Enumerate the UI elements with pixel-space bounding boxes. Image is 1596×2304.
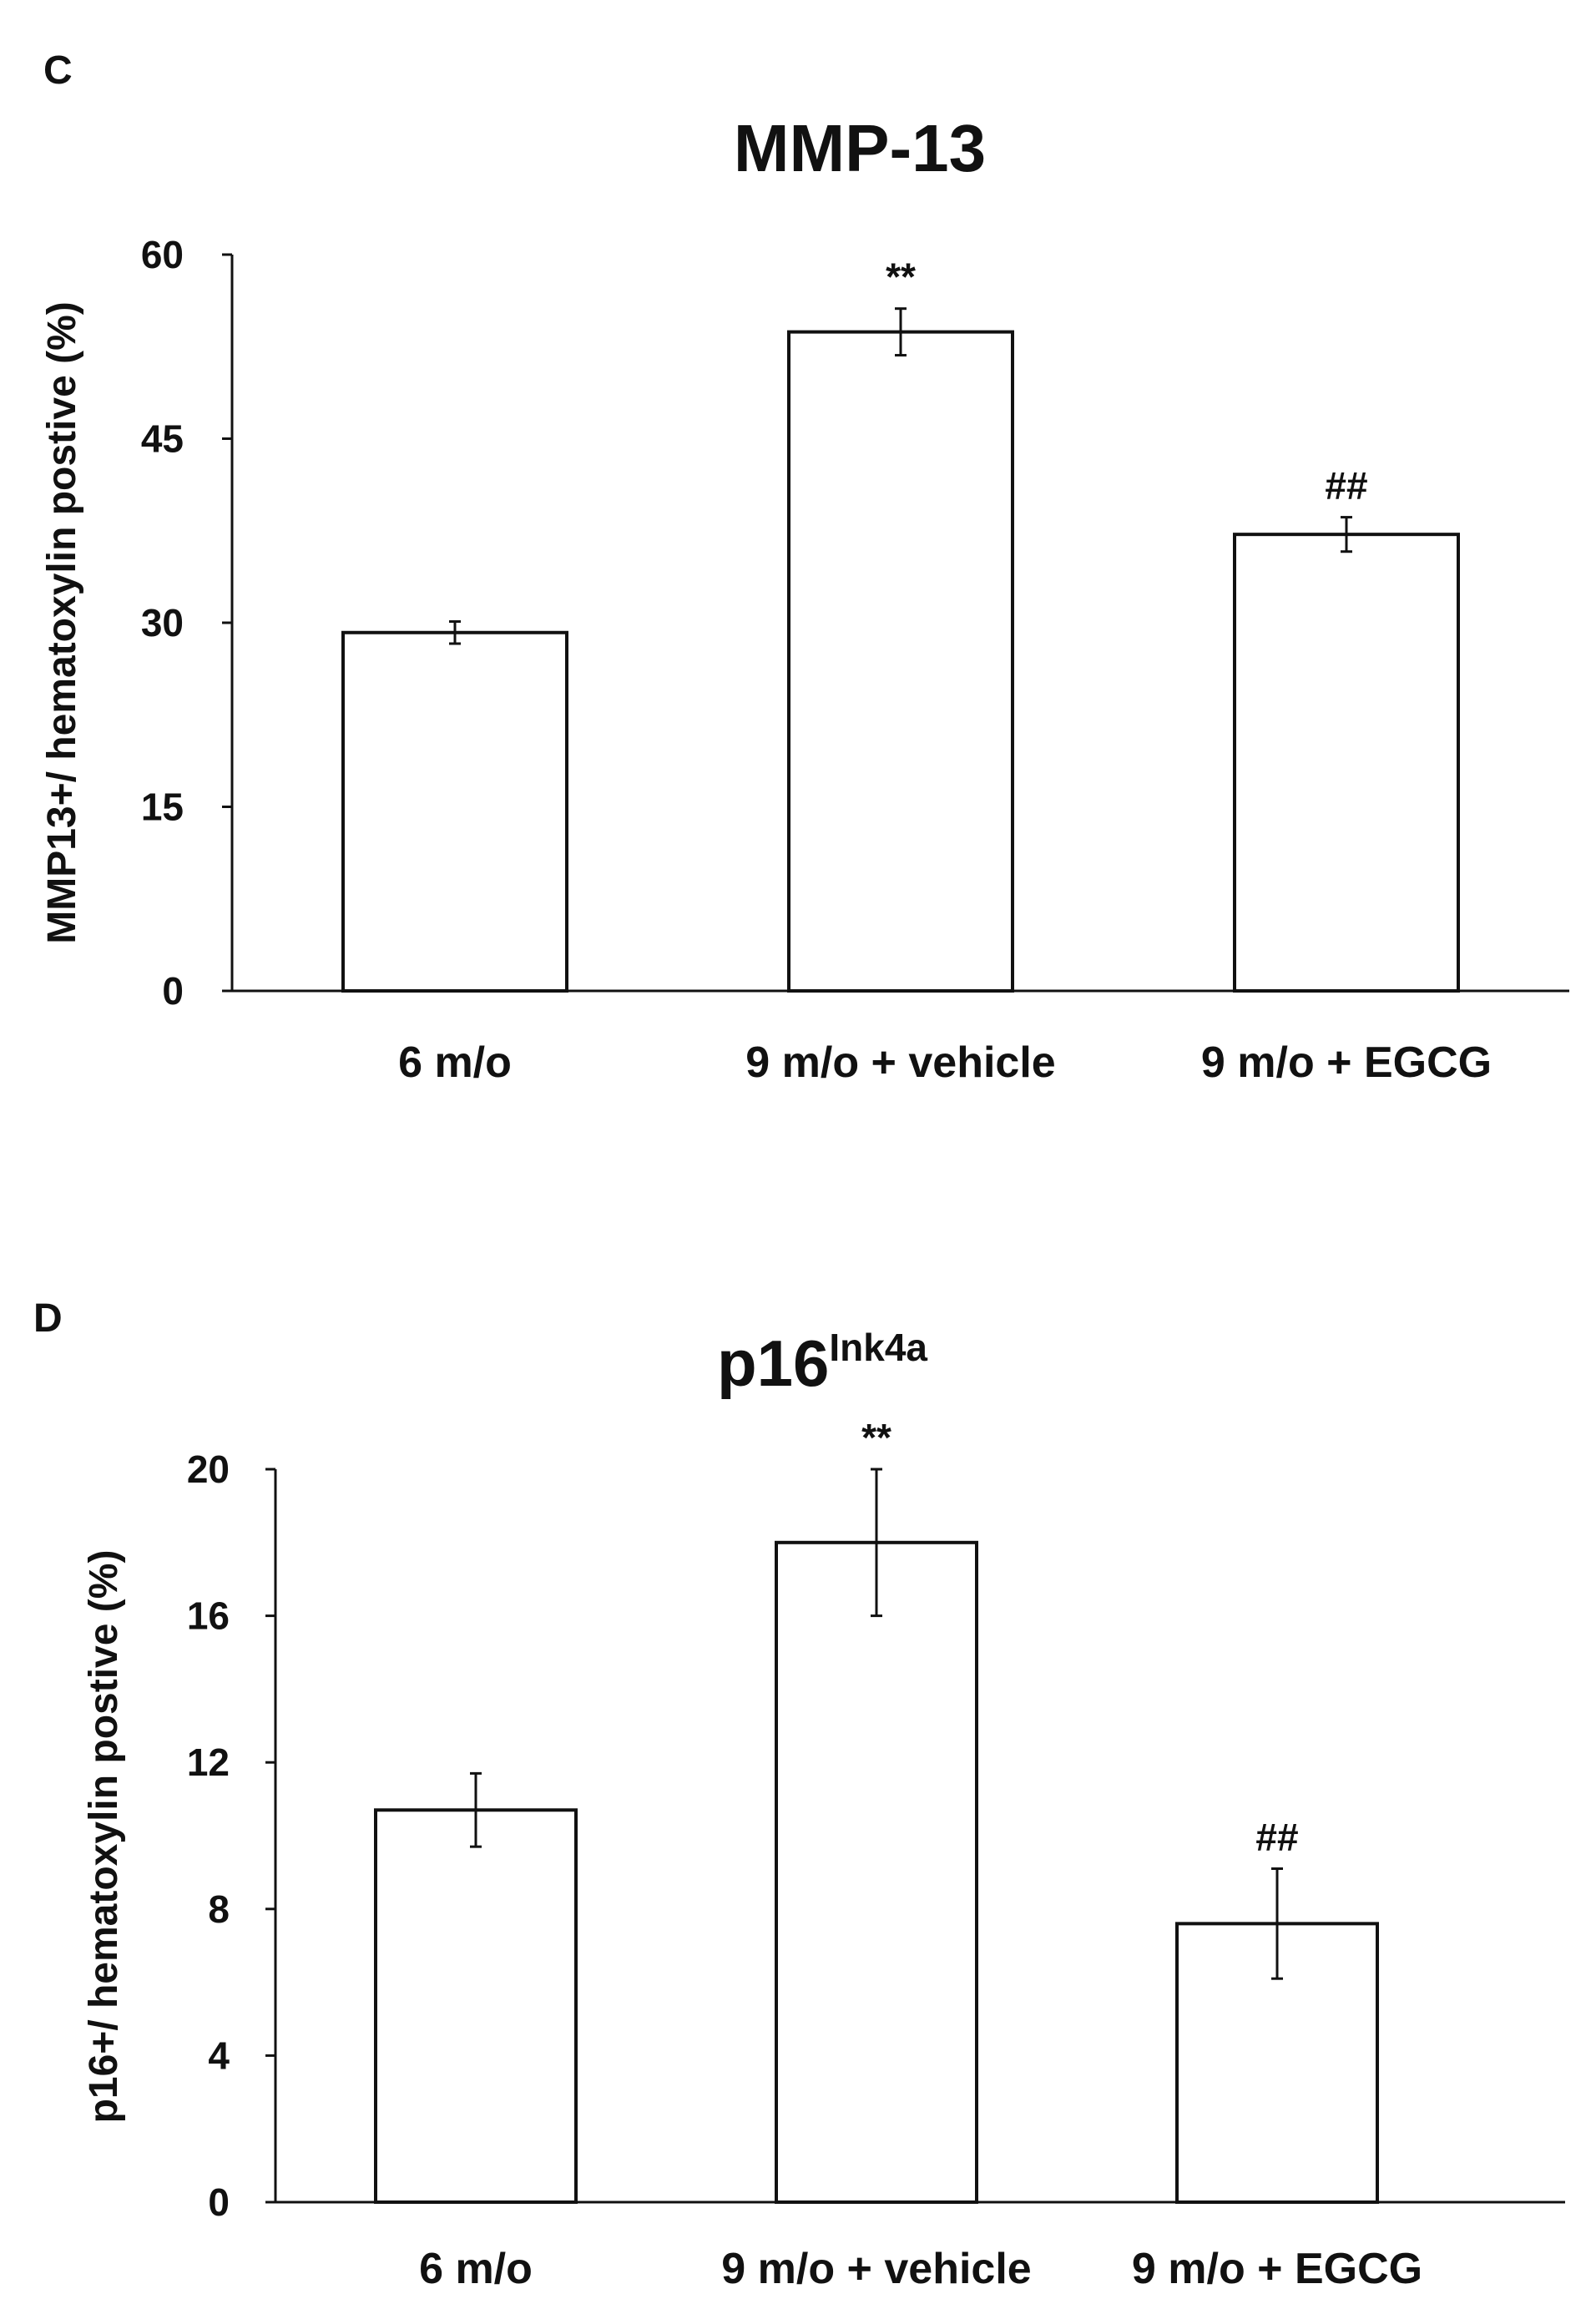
chart-title-text: p16 (717, 1326, 829, 1400)
y-tick-label: 16 (187, 1594, 230, 1638)
panel-label: C (43, 48, 73, 93)
bar-1 (775, 1540, 978, 2205)
x-category-label-1: 9 m/o + vehicle (745, 1038, 1055, 1087)
bar-2 (1233, 533, 1460, 993)
significance-label-2: ## (1325, 464, 1367, 508)
y-tick-label: 0 (162, 969, 184, 1013)
bar-0 (341, 630, 568, 993)
chart-title: MMP-13 (734, 111, 986, 185)
significance-label-1: ** (861, 1416, 891, 1459)
x-category-label-0: 6 m/o (398, 1038, 512, 1087)
y-tick-label: 15 (141, 786, 184, 829)
y-tick-label: 8 (208, 1887, 230, 1931)
y-tick-label: 12 (187, 1741, 230, 1784)
bar-0 (374, 1808, 578, 2205)
bar-1 (787, 330, 1014, 993)
significance-label-1: ** (886, 255, 916, 299)
y-tick-label: 20 (187, 1448, 230, 1491)
x-category-label-0: 6 m/o (419, 2245, 533, 2293)
chart-title-text: MMP-13 (734, 111, 986, 185)
chart-title: p16Ink4a (717, 1326, 927, 1400)
y-tick-label: 45 (141, 417, 184, 461)
y-tick-label: 4 (208, 2034, 230, 2077)
y-tick-label: 60 (141, 233, 184, 276)
significance-label-2: ## (1255, 1816, 1298, 1859)
x-category-label-1: 9 m/o + vehicle (721, 2245, 1031, 2293)
y-axis-label: p16+/ hematoxylin postive (%) (82, 1550, 126, 2124)
y-axis-label: MMP13+/ hematoxylin postive (%) (40, 301, 84, 944)
panel-label: D (33, 1296, 63, 1341)
y-tick-label: 30 (141, 601, 184, 644)
y-tick-label: 0 (208, 2180, 230, 2224)
x-category-label-2: 9 m/o + EGCG (1132, 2245, 1422, 2293)
x-category-label-2: 9 m/o + EGCG (1201, 1038, 1492, 1087)
panel-c: C MMP-13 0 15 30 45 60 MMP13+/ hematoxylin post… (40, 48, 1569, 1087)
chart-title-superscript: Ink4a (829, 1326, 927, 1369)
